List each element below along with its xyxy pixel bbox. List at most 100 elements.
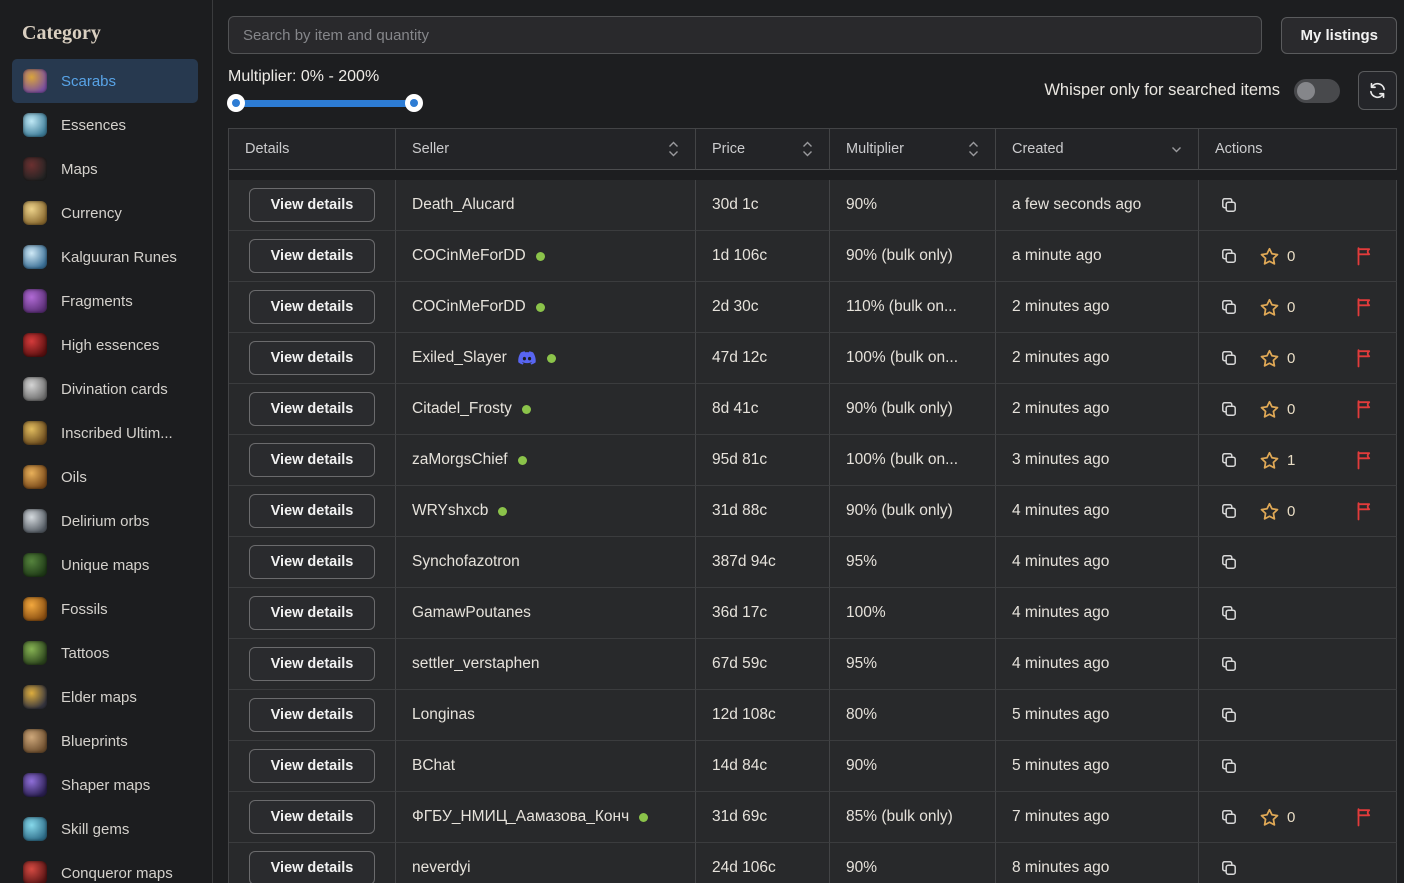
view-details-button[interactable]: View details bbox=[249, 188, 376, 222]
report-button[interactable] bbox=[1356, 502, 1372, 521]
my-listings-button[interactable]: My listings bbox=[1281, 17, 1397, 54]
column-header-multiplier[interactable]: Multiplier bbox=[830, 129, 996, 170]
view-details-button[interactable]: View details bbox=[249, 800, 376, 834]
favorite-button[interactable]: 0 bbox=[1259, 807, 1295, 828]
multiplier-value: 110% (bulk on... bbox=[846, 298, 957, 316]
copy-whisper-button[interactable] bbox=[1221, 656, 1237, 672]
copy-whisper-button[interactable] bbox=[1221, 503, 1237, 519]
sidebar-item-skill-gems[interactable]: Skill gems bbox=[12, 807, 198, 851]
copy-whisper-button[interactable] bbox=[1221, 350, 1237, 366]
copy-whisper-button[interactable] bbox=[1221, 758, 1237, 774]
slider-track bbox=[228, 100, 422, 107]
sidebar-item-essences[interactable]: Essences bbox=[12, 103, 198, 147]
favorite-button[interactable]: 0 bbox=[1259, 399, 1295, 420]
sidebar-item-label: Conqueror maps bbox=[61, 865, 173, 882]
view-details-button[interactable]: View details bbox=[249, 749, 376, 783]
favorite-button[interactable]: 1 bbox=[1259, 450, 1295, 471]
shaper-map-icon bbox=[23, 773, 47, 797]
copy-whisper-button[interactable] bbox=[1221, 401, 1237, 417]
sidebar-item-scarabs[interactable]: Scarabs bbox=[12, 59, 198, 103]
copy-icon bbox=[1221, 707, 1237, 723]
sidebar-item-elder-maps[interactable]: Elder maps bbox=[12, 675, 198, 719]
sidebar-item-fossils[interactable]: Fossils bbox=[12, 587, 198, 631]
report-button[interactable] bbox=[1356, 298, 1372, 317]
view-details-button[interactable]: View details bbox=[249, 443, 376, 477]
copy-whisper-button[interactable] bbox=[1221, 299, 1237, 315]
favorite-button[interactable]: 0 bbox=[1259, 348, 1295, 369]
copy-whisper-button[interactable] bbox=[1221, 860, 1237, 876]
sidebar-item-fragments[interactable]: Fragments bbox=[12, 279, 198, 323]
view-details-button[interactable]: View details bbox=[249, 290, 376, 324]
sidebar-item-high-essences[interactable]: High essences bbox=[12, 323, 198, 367]
price-value: 8d 41c bbox=[712, 400, 759, 418]
sidebar-item-divination-cards[interactable]: Divination cards bbox=[12, 367, 198, 411]
copy-whisper-button[interactable] bbox=[1221, 197, 1237, 213]
price-cell: 2d 30c bbox=[696, 282, 830, 333]
sidebar-item-blueprints[interactable]: Blueprints bbox=[12, 719, 198, 763]
sidebar-item-conqueror-maps[interactable]: Conqueror maps bbox=[12, 851, 198, 883]
column-header-details: Details bbox=[229, 129, 396, 170]
view-details-button[interactable]: View details bbox=[249, 596, 376, 630]
copy-whisper-button[interactable] bbox=[1221, 554, 1237, 570]
view-details-button[interactable]: View details bbox=[249, 494, 376, 528]
whisper-controls: Whisper only for searched items bbox=[1044, 71, 1397, 112]
sidebar-item-oils[interactable]: Oils bbox=[12, 455, 198, 499]
favorite-button[interactable]: 0 bbox=[1259, 297, 1295, 318]
sidebar-item-delirium-orbs[interactable]: Delirium orbs bbox=[12, 499, 198, 543]
seller-cell: COCinMeForDD bbox=[396, 282, 696, 333]
created-cell: 4 minutes ago bbox=[996, 486, 1199, 537]
sidebar-item-currency[interactable]: Currency bbox=[12, 191, 198, 235]
slider-handle-min[interactable] bbox=[227, 94, 245, 112]
details-cell: View details bbox=[229, 486, 396, 537]
actions-cell: 0 bbox=[1199, 282, 1397, 333]
slider-handle-max[interactable] bbox=[405, 94, 423, 112]
view-details-button[interactable]: View details bbox=[249, 392, 376, 426]
multiplier-range-slider[interactable] bbox=[228, 94, 422, 112]
sidebar-item-label: Fragments bbox=[61, 293, 133, 310]
view-details-button[interactable]: View details bbox=[249, 851, 376, 883]
column-header-label: Created bbox=[1012, 141, 1064, 157]
view-details-button[interactable]: View details bbox=[249, 341, 376, 375]
copy-whisper-button[interactable] bbox=[1221, 809, 1237, 825]
view-details-button[interactable]: View details bbox=[249, 698, 376, 732]
sidebar-item-kalguuran-runes[interactable]: Kalguuran Runes bbox=[12, 235, 198, 279]
sidebar-item-inscribed-ultim[interactable]: Inscribed Ultim... bbox=[12, 411, 198, 455]
price-value: 24d 106c bbox=[712, 859, 776, 877]
column-header-seller[interactable]: Seller bbox=[396, 129, 696, 170]
copy-whisper-button[interactable] bbox=[1221, 605, 1237, 621]
report-button[interactable] bbox=[1356, 451, 1372, 470]
sidebar-item-tattoos[interactable]: Tattoos bbox=[12, 631, 198, 675]
column-header-price[interactable]: Price bbox=[696, 129, 830, 170]
whisper-toggle[interactable] bbox=[1294, 79, 1340, 103]
favorite-button[interactable]: 0 bbox=[1259, 246, 1295, 267]
report-button[interactable] bbox=[1356, 247, 1372, 266]
report-button[interactable] bbox=[1356, 400, 1372, 419]
search-input[interactable] bbox=[228, 16, 1262, 54]
copy-whisper-button[interactable] bbox=[1221, 248, 1237, 264]
column-header-created[interactable]: Created bbox=[996, 129, 1199, 170]
report-button[interactable] bbox=[1356, 349, 1372, 368]
report-button[interactable] bbox=[1356, 808, 1372, 827]
view-details-button[interactable]: View details bbox=[249, 647, 376, 681]
details-cell: View details bbox=[229, 537, 396, 588]
flag-icon bbox=[1356, 400, 1372, 419]
multiplier-cell: 100% (bulk on... bbox=[830, 435, 996, 486]
sidebar-item-shaper-maps[interactable]: Shaper maps bbox=[12, 763, 198, 807]
copy-whisper-button[interactable] bbox=[1221, 707, 1237, 723]
seller-cell: settler_verstaphen bbox=[396, 639, 696, 690]
sidebar-item-label: Shaper maps bbox=[61, 777, 150, 794]
price-cell: 36d 17c bbox=[696, 588, 830, 639]
sidebar-item-unique-maps[interactable]: Unique maps bbox=[12, 543, 198, 587]
conqueror-map-icon bbox=[23, 861, 47, 883]
seller-name: ФГБУ_НМИЦ_Аамазова_Конч bbox=[412, 808, 629, 826]
copy-icon bbox=[1221, 860, 1237, 876]
sidebar-item-maps[interactable]: Maps bbox=[12, 147, 198, 191]
view-details-button[interactable]: View details bbox=[249, 239, 376, 273]
refresh-button[interactable] bbox=[1358, 71, 1397, 110]
copy-whisper-button[interactable] bbox=[1221, 452, 1237, 468]
favorite-button[interactable]: 0 bbox=[1259, 501, 1295, 522]
details-cell: View details bbox=[229, 588, 396, 639]
view-details-button[interactable]: View details bbox=[249, 545, 376, 579]
sidebar-item-label: Oils bbox=[61, 469, 87, 486]
essence-icon bbox=[23, 113, 47, 137]
